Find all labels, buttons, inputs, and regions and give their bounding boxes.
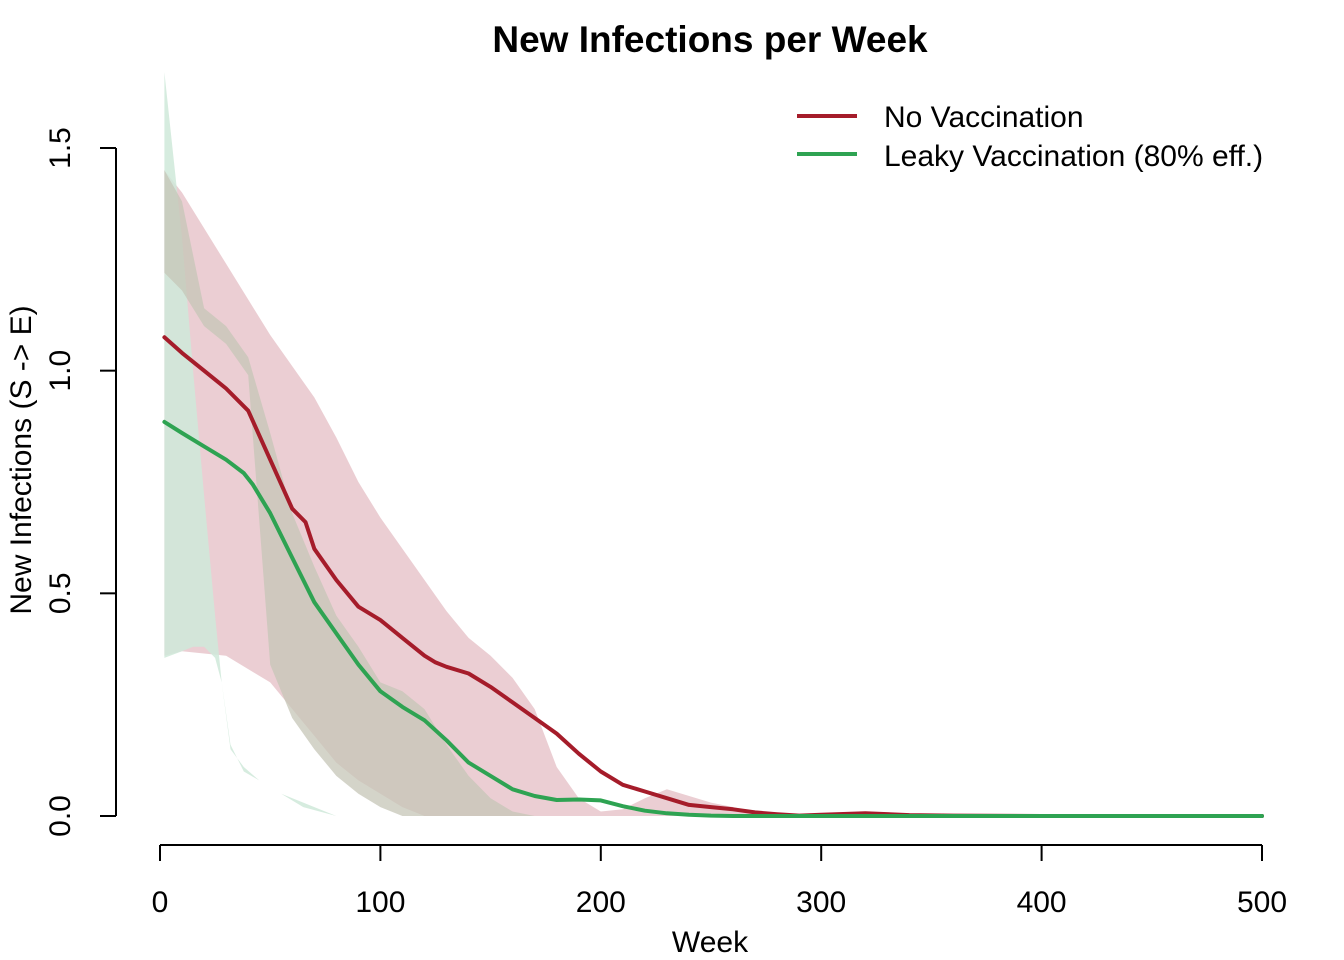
- x-tick-label: 0: [152, 886, 169, 919]
- line-leaky-vaccination: [162, 419, 1264, 818]
- x-ticks: 0 100 200 300 400 500: [152, 845, 1287, 919]
- y-axis: 0.0 0.5 1.0 1.5: [44, 127, 117, 837]
- x-tick-label: 100: [355, 886, 405, 919]
- y-tick-label: 0.5: [44, 572, 77, 614]
- y-ticks: 0.0 0.5 1.0 1.5: [44, 127, 116, 837]
- x-tick-label: 400: [1017, 886, 1067, 919]
- x-axis: 0 100 200 300 400 500: [152, 844, 1287, 919]
- x-tick-label: 500: [1237, 886, 1287, 919]
- band-overlap: [164, 170, 535, 817]
- y-axis-label: New Infections (S -> E): [5, 305, 38, 614]
- chart-title: New Infections per Week: [492, 19, 928, 60]
- x-tick-label: 200: [576, 886, 626, 919]
- x-tick-label: 300: [796, 886, 846, 919]
- legend-label-no-vaccination: No Vaccination: [884, 101, 1084, 134]
- x-axis-label: Week: [672, 926, 749, 959]
- y-tick-label: 1.5: [44, 127, 77, 169]
- series-lines: [162, 335, 1264, 818]
- confidence-bands: [164, 72, 1262, 817]
- legend-label-leaky-vaccination: Leaky Vaccination (80% eff.): [884, 140, 1263, 173]
- y-tick-label: 0.0: [44, 795, 77, 837]
- band-no-vaccination: [164, 170, 1262, 817]
- y-tick-label: 1.0: [44, 350, 77, 392]
- legend: No Vaccination Leaky Vaccination (80% ef…: [797, 101, 1263, 173]
